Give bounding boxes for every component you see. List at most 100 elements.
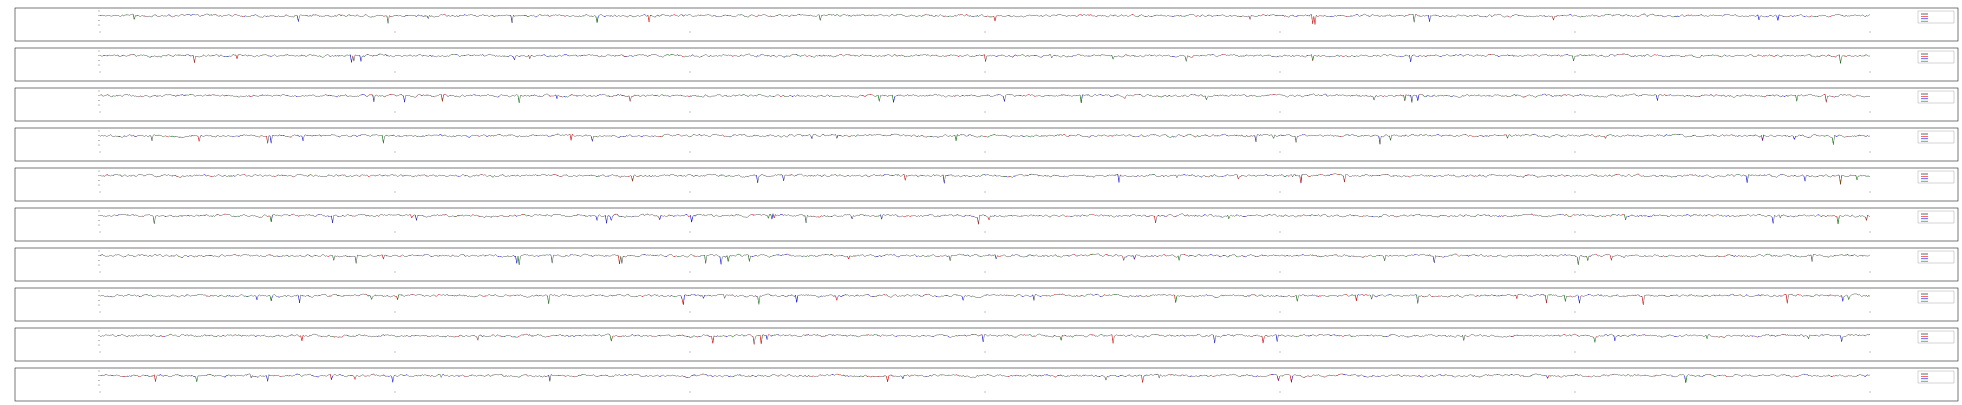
- colored-segment: [269, 216, 272, 222]
- colored-segment: [1046, 135, 1049, 137]
- colored-segment: [1803, 15, 1806, 18]
- colored-segment: [789, 15, 791, 17]
- colored-segment: [1212, 174, 1214, 177]
- colored-segment: [1424, 295, 1427, 298]
- colored-segment: [921, 255, 924, 257]
- colored-segment: [831, 334, 834, 336]
- colored-segment: [1079, 134, 1082, 136]
- colored-segment: [184, 54, 187, 56]
- colored-segment: [327, 334, 330, 336]
- colored-segment: [1520, 135, 1522, 137]
- colored-segment: [615, 94, 618, 97]
- colored-segment: [526, 374, 528, 377]
- colored-segment: [1327, 174, 1330, 176]
- colored-segment: [766, 55, 769, 57]
- colored-segment: [807, 375, 809, 377]
- colored-segment: [1536, 135, 1539, 137]
- colored-segment: [1807, 374, 1809, 376]
- series-line-1: [99, 373, 1871, 383]
- colored-segment: [608, 333, 611, 336]
- colored-segment: [509, 14, 512, 17]
- colored-segment: [609, 216, 612, 221]
- colored-segment: [914, 134, 917, 137]
- colored-segment: [660, 14, 663, 16]
- colored-segment: [1132, 255, 1135, 260]
- colored-segment: [769, 294, 771, 296]
- colored-segment: [1554, 95, 1557, 97]
- colored-segment: [1193, 296, 1195, 298]
- colored-segment: [873, 334, 875, 336]
- colored-segment: [1259, 54, 1261, 56]
- colored-segment: [1631, 254, 1633, 256]
- panel-3: [14, 87, 1959, 122]
- colored-segment: [1266, 214, 1268, 217]
- colored-segment: [1188, 56, 1191, 58]
- colored-segment: [1085, 294, 1088, 296]
- colored-segment: [852, 335, 854, 337]
- colored-segment: [1773, 254, 1775, 257]
- colored-segment: [1496, 55, 1499, 57]
- colored-segment: [106, 55, 109, 57]
- colored-segment: [723, 14, 725, 16]
- colored-segment: [259, 135, 261, 138]
- colored-segment: [151, 295, 154, 298]
- colored-segment: [1810, 254, 1813, 262]
- colored-segment: [797, 94, 800, 97]
- colored-segment: [400, 94, 403, 96]
- colored-segment: [1540, 294, 1542, 296]
- colored-segment: [1030, 334, 1032, 337]
- colored-segment: [716, 335, 718, 337]
- colored-segment: [1282, 215, 1285, 217]
- colored-segment: [706, 95, 709, 97]
- colored-segment: [929, 374, 932, 377]
- colored-segment: [1546, 375, 1548, 379]
- colored-segment: [432, 96, 435, 98]
- colored-segment: [517, 336, 520, 338]
- colored-segment: [1336, 54, 1338, 56]
- colored-segment: [1568, 14, 1571, 16]
- colored-segment: [1070, 215, 1072, 218]
- colored-segment: [1011, 56, 1013, 58]
- colored-segment: [1448, 216, 1450, 218]
- colored-segment: [1632, 134, 1634, 137]
- colored-segment: [617, 94, 619, 96]
- colored-segment: [463, 14, 466, 16]
- colored-segment: [1117, 174, 1120, 183]
- colored-segment: [1216, 94, 1219, 97]
- colored-segment: [1506, 134, 1508, 139]
- colored-segment: [820, 295, 822, 297]
- colored-segment: [1858, 334, 1860, 336]
- colored-segment: [1191, 55, 1194, 58]
- colored-segment: [229, 14, 232, 16]
- colored-segment: [1737, 135, 1740, 137]
- colored-segment: [807, 334, 809, 336]
- colored-segment: [1266, 335, 1268, 337]
- colored-segment: [380, 334, 383, 337]
- colored-segment: [1555, 15, 1558, 18]
- colored-segment: [1676, 15, 1678, 18]
- colored-segment: [197, 136, 200, 142]
- colored-segment: [184, 294, 187, 297]
- colored-segment: [471, 214, 474, 216]
- colored-segment: [1580, 255, 1582, 257]
- colored-segment: [1761, 135, 1763, 141]
- colored-segment: [209, 295, 212, 297]
- colored-segment: [496, 334, 499, 336]
- colored-segment: [1127, 296, 1129, 298]
- colored-segment: [1609, 255, 1612, 261]
- colored-segment: [377, 54, 379, 56]
- colored-segment: [691, 216, 694, 223]
- colored-segment: [182, 175, 184, 177]
- colored-segment: [338, 136, 340, 138]
- colored-segment: [494, 15, 496, 17]
- colored-segment: [659, 335, 661, 337]
- colored-segment: [715, 174, 717, 176]
- colored-segment: [416, 135, 418, 137]
- colored-segment: [1784, 334, 1787, 336]
- colored-segment: [1166, 134, 1168, 137]
- colored-segment: [416, 55, 418, 57]
- colored-segment: [712, 15, 715, 17]
- colored-segment: [1765, 94, 1768, 97]
- colored-segment: [312, 375, 314, 377]
- colored-segment: [1090, 14, 1093, 16]
